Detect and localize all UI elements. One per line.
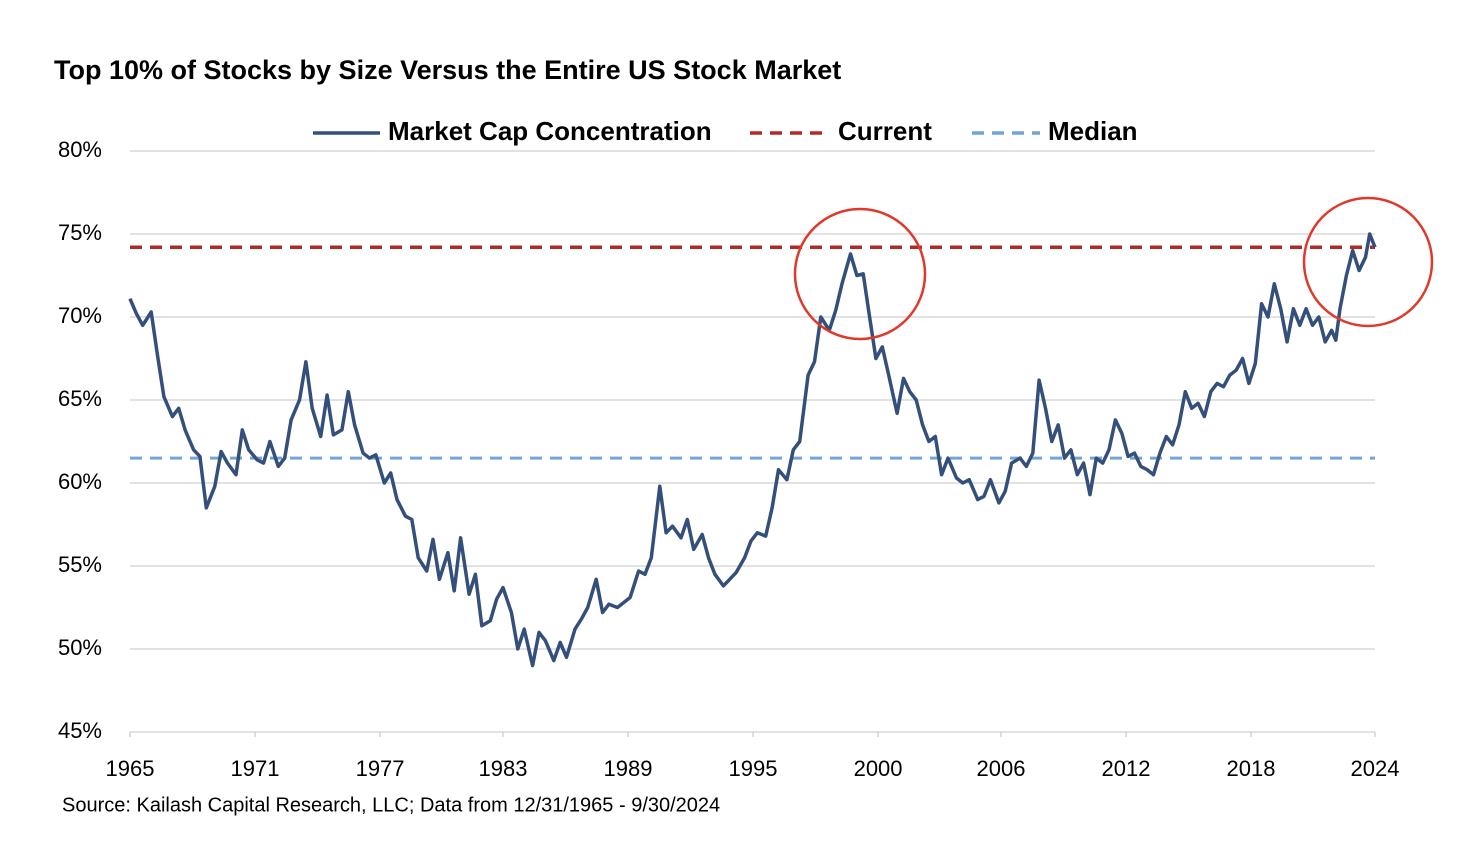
legend-label: Median (1048, 116, 1138, 146)
source-note: Source: Kailash Capital Research, LLC; D… (62, 794, 720, 816)
y-tick-label: 75% (58, 220, 102, 245)
x-tick-label: 1983 (478, 756, 527, 781)
highlight-circle (793, 207, 927, 341)
x-tick-label: 1989 (604, 756, 653, 781)
highlight-circle (1302, 196, 1434, 328)
x-tick-label: 2006 (976, 756, 1025, 781)
y-tick-label: 80% (58, 137, 102, 162)
x-tick-label: 1965 (106, 756, 155, 781)
chart-title: Top 10% of Stocks by Size Versus the Ent… (54, 55, 841, 85)
y-tick-label: 70% (58, 303, 102, 328)
x-tick-label: 2024 (1351, 756, 1400, 781)
x-tick-label: 1995 (729, 756, 778, 781)
grid: 45% 50% 55% 60% 65% 70% 75% 80% 1965 1971 1977 1983… (58, 137, 1400, 781)
y-tick-label: 65% (58, 386, 102, 411)
data-line (128, 232, 1377, 668)
y-tick-label: 55% (58, 552, 102, 577)
y-tick-label: 50% (58, 635, 102, 660)
legend-label: Current (838, 116, 932, 146)
plot (128, 232, 1377, 668)
x-tick-label: 1977 (356, 756, 405, 781)
y-tick-label: 60% (58, 469, 102, 494)
x-tick-label: 2000 (854, 756, 903, 781)
y-tick-label: 45% (58, 718, 102, 743)
legend: Market Cap Concentration Current Median (313, 116, 1138, 146)
legend-label: Market Cap Concentration (388, 116, 712, 146)
x-tick-label: 1971 (231, 756, 280, 781)
x-tick-label: 2018 (1227, 756, 1276, 781)
x-tick-label: 2012 (1102, 756, 1151, 781)
